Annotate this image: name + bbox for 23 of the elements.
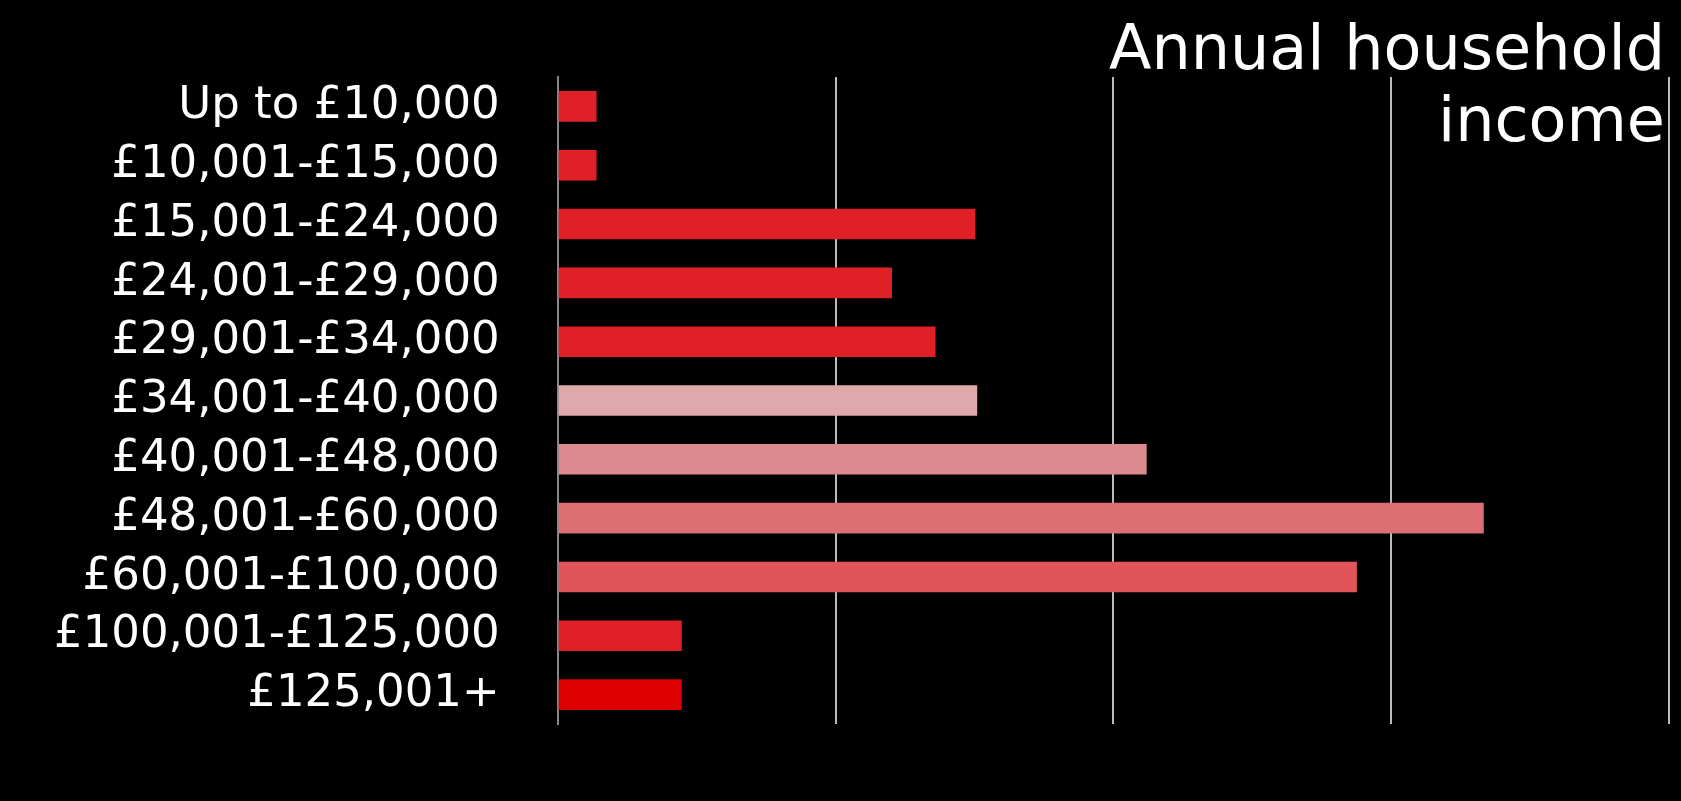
bar [558,444,1147,475]
bar [558,326,936,357]
bar [558,561,1357,593]
y-tick-label: £24,001-£29,000 [111,252,500,306]
bar [558,385,978,416]
y-tick-label: £10,001-£15,000 [111,134,500,188]
y-tick-label: £34,001-£40,000 [111,370,500,424]
y-tick-label: £15,001-£24,000 [111,193,500,247]
bar [558,208,976,240]
chart-title: Annual household income [1108,11,1665,157]
y-tick-label: £48,001-£60,000 [111,487,500,541]
bar [558,149,597,181]
y-tick-label: £40,001-£48,000 [111,429,500,483]
bar [558,620,682,652]
bar [558,267,892,299]
y-tick-label: £125,001+ [247,664,500,718]
y-tick-label: Up to £10,000 [178,76,500,130]
bar [558,502,1484,534]
y-tick-label: £100,001-£125,000 [54,605,500,659]
bar [558,679,682,710]
bar [558,91,597,122]
y-tick-label: £60,001-£100,000 [82,546,500,600]
y-tick-label: £29,001-£34,000 [111,311,500,365]
